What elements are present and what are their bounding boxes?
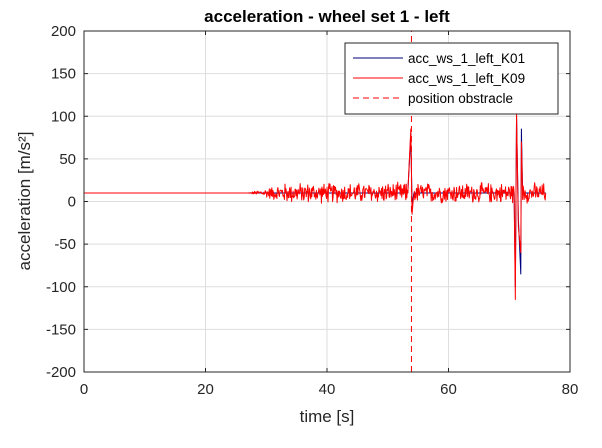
y-tick-label: 0: [68, 194, 76, 211]
series-acc-ws-1-left-k09: [84, 113, 547, 301]
axis-ticks: 0 20 40 60 80 -200 -150 -100 -50 0 50 100 150 200: [46, 23, 578, 398]
y-axis-label: acceleration [m/s²]: [15, 132, 34, 271]
x-axis-label: time [s]: [300, 407, 355, 426]
x-tick-label: 0: [80, 381, 88, 398]
y-tick-label: 150: [51, 66, 76, 83]
y-tick-label: 100: [51, 108, 76, 125]
y-tick-label: 50: [59, 151, 76, 168]
y-tick-label: 200: [51, 23, 76, 40]
y-tick-label: -50: [54, 236, 76, 253]
legend: acc_ws_1_left_K01 acc_ws_1_left_K09positi…: [344, 42, 559, 115]
x-tick-label: 80: [562, 381, 579, 398]
x-tick-label: 20: [197, 381, 214, 398]
y-tick-label: -150: [46, 321, 76, 338]
y-tick-label: -200: [46, 364, 76, 381]
x-tick-label: 60: [440, 381, 457, 398]
legend-label: acc_ws_1_left_K01: [408, 51, 525, 66]
legend-label: position obstracle: [408, 91, 513, 106]
x-tick-label: 40: [319, 381, 336, 398]
chart-title: acceleration - wheel set 1 - left: [204, 7, 450, 26]
legend-label: acc_ws_1_left_K09: [408, 71, 525, 86]
y-tick-label: -100: [46, 279, 76, 296]
